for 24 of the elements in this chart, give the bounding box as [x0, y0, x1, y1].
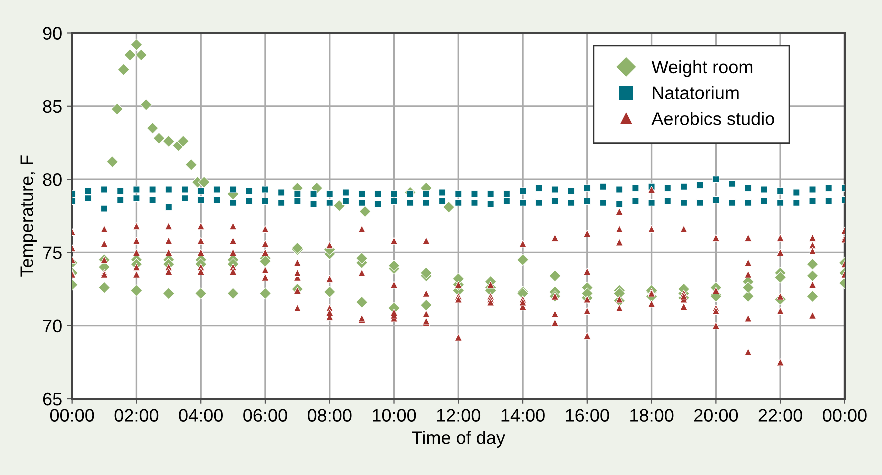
y-tick-label: 85 — [43, 100, 62, 114]
x-tick-label: 00:00 — [823, 409, 867, 422]
x-tick-label: 14:00 — [502, 409, 545, 422]
x-tick-label: 00:00 — [50, 409, 94, 422]
x-tick-label: 06:00 — [244, 409, 288, 422]
x-tick-label: 10:00 — [373, 409, 416, 422]
x-tick-label: 16:00 — [566, 409, 610, 422]
x-tick-label: 18:00 — [630, 409, 674, 422]
y-tick-label: 80 — [43, 173, 62, 186]
x-tick-label: 08:00 — [308, 409, 352, 422]
y-tick-label: 70 — [43, 320, 62, 333]
legend-label: Weight room — [652, 60, 753, 78]
x-tick-label: 02:00 — [114, 409, 159, 422]
legend-label: Natatorium — [653, 86, 739, 100]
y-axis-title: Temperature, F — [20, 156, 37, 277]
x-axis-title: Time of day — [412, 431, 506, 448]
y-tick-label: 90 — [43, 27, 62, 40]
y-tick-label: 75 — [43, 246, 62, 260]
x-tick-label: 20:00 — [694, 409, 738, 422]
x-tick-label: 22:00 — [758, 409, 802, 422]
legend-label: Aerobics studio — [652, 112, 774, 126]
x-tick-label: 12:00 — [437, 409, 481, 422]
y-tick-label: 65 — [43, 392, 62, 406]
x-tick-label: 04:00 — [179, 409, 223, 422]
